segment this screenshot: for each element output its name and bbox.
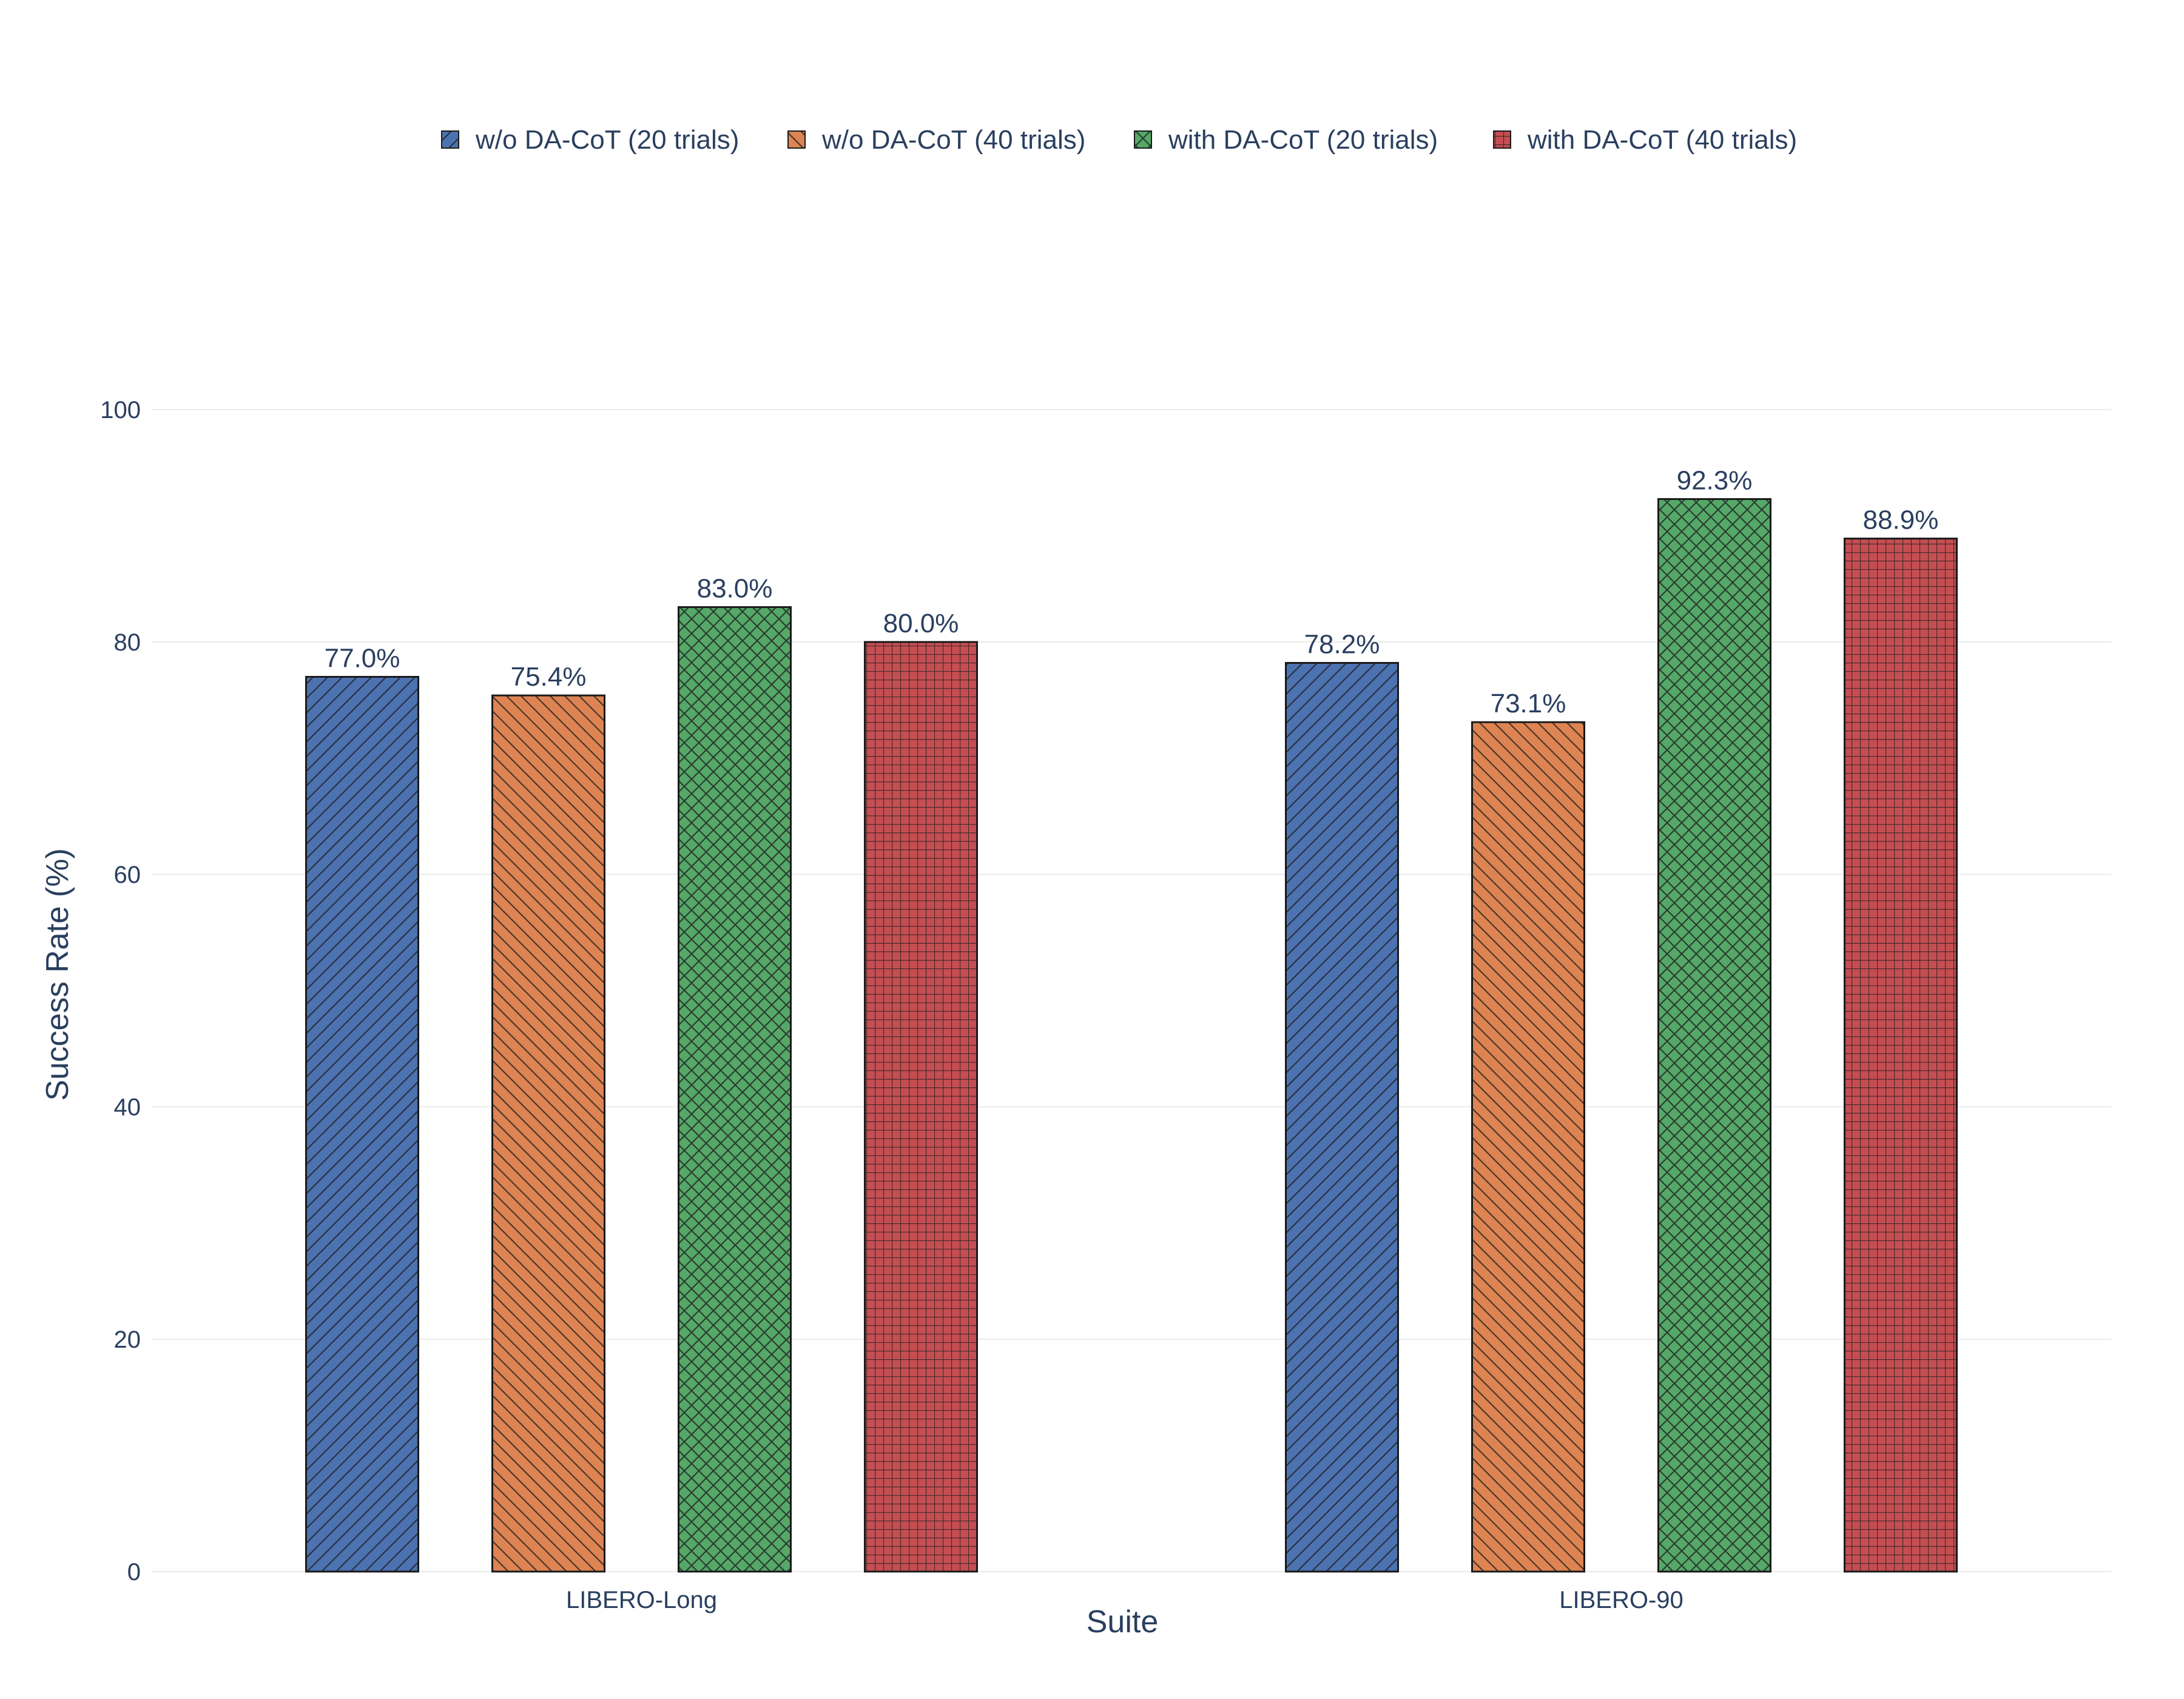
bar-value-label: 83.0% (697, 574, 773, 604)
bar-value-label: 73.1% (1491, 689, 1566, 718)
bar[interactable] (1657, 498, 1771, 1573)
legend-item[interactable]: w/o DA-CoT (40 trials) (787, 125, 1085, 155)
legend-swatch (1493, 130, 1511, 149)
legend-label: w/o DA-CoT (20 trials) (475, 125, 739, 155)
bar-value-label: 77.0% (325, 643, 400, 673)
legend-swatch (1134, 130, 1152, 149)
legend-swatch (787, 130, 806, 149)
x-tick-label: LIBERO-Long (566, 1587, 717, 1613)
legend-label: with DA-CoT (20 trials) (1168, 125, 1438, 155)
bar-value-label: 80.0% (883, 609, 959, 638)
bar-value-label: 88.9% (1863, 505, 1939, 535)
legend-swatch (441, 130, 459, 149)
bar-value-label: 75.4% (511, 662, 587, 692)
x-axis-title: Suite (1087, 1604, 1159, 1640)
bar[interactable] (864, 641, 978, 1573)
value-labels: 77.0% 75.4% 83.0% 80.0% 78.2% 73.1% 92.3% 88.9% (325, 465, 1939, 718)
y-tick-label: 80 (114, 629, 141, 656)
bar[interactable] (678, 606, 792, 1573)
x-axis-ticks: LIBERO-Long LIBERO-90 (566, 1587, 1684, 1613)
bar-value-label: 92.3% (1677, 465, 1753, 495)
y-tick-label: 20 (114, 1326, 141, 1353)
bar[interactable] (1844, 538, 1958, 1573)
y-tick-label: 40 (114, 1094, 141, 1121)
legend-item[interactable]: with DA-CoT (20 trials) (1134, 125, 1438, 155)
bar[interactable] (491, 694, 605, 1573)
legend-label: with DA-CoT (40 trials) (1527, 125, 1797, 155)
legend[interactable]: w/o DA-CoT (20 trials) w/o DA-CoT (40 tri… (441, 125, 1797, 155)
y-tick-label: 60 (114, 862, 141, 888)
bars (305, 498, 1958, 1573)
y-axis-ticks: 0 20 40 60 80 100 (100, 397, 141, 1586)
legend-item[interactable]: w/o DA-CoT (20 trials) (441, 125, 739, 155)
bar[interactable] (305, 675, 419, 1573)
legend-item[interactable]: with DA-CoT (40 trials) (1493, 125, 1797, 155)
bar[interactable] (1471, 721, 1585, 1573)
gridlines (152, 409, 2111, 1572)
y-tick-label: 100 (100, 397, 141, 424)
bar[interactable] (1285, 661, 1399, 1573)
x-tick-label: LIBERO-90 (1559, 1587, 1684, 1613)
y-axis-title: Success Rate (%) (40, 848, 75, 1101)
bar-value-label: 78.2% (1304, 629, 1380, 659)
legend-label: w/o DA-CoT (40 trials) (821, 125, 1085, 155)
y-tick-label: 0 (127, 1559, 141, 1586)
